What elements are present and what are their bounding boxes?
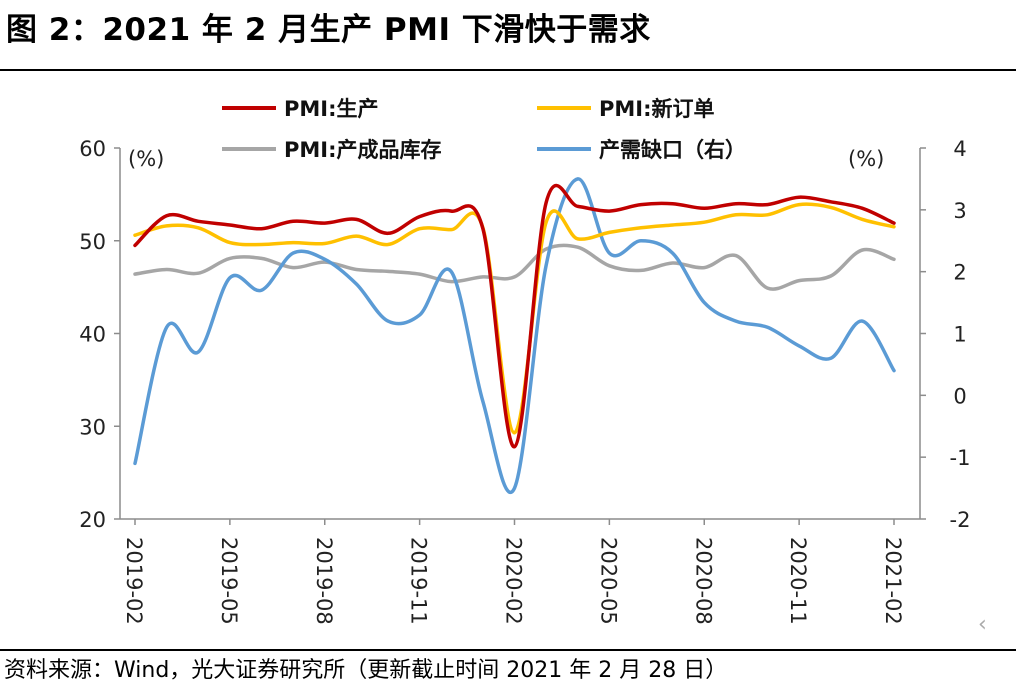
left-axis-tick-label: 30 (79, 415, 106, 439)
right-axis-tick-label: 1 (953, 323, 966, 347)
chevron-left-icon[interactable]: ‹ (978, 612, 987, 637)
bottom-rule (0, 649, 1016, 651)
x-axis-tick-label: 2019-11 (407, 537, 431, 625)
right-axis: -2 -1 0 1 2 3 4 (919, 137, 971, 532)
x-axis-tick-label: 2020-02 (502, 537, 526, 625)
top-rule (0, 69, 1016, 71)
legend-label-production: PMI:生产 (284, 97, 379, 121)
right-axis-tick-label: 2 (953, 261, 966, 285)
series-line-gap (133, 177, 896, 494)
x-axis-tick-label: 2020-08 (691, 537, 715, 625)
x-axis-tick-label: 2020-05 (596, 537, 620, 625)
right-axis-tick-label: 0 (953, 384, 966, 408)
right-axis-tick-label: -1 (950, 446, 971, 470)
legend-label-new-orders: PMI:新订单 (599, 97, 715, 121)
legend-label-inventory: PMI:产成品库存 (284, 138, 442, 162)
page-title: 图 2：2021 年 2 月生产 PMI 下滑快于需求 (6, 12, 651, 48)
left-axis-unit: (%) (128, 147, 164, 171)
series-line-inventory (133, 243, 896, 291)
x-axis-tick-label: 2019-02 (122, 537, 146, 625)
series-line-production (133, 183, 896, 449)
source-note: 资料来源：Wind，光大证券研究所（更新截止时间 2021 年 2 月 28 日… (4, 658, 728, 683)
left-axis-tick-label: 20 (79, 508, 106, 532)
left-axis: 20 30 40 50 60 (79, 137, 121, 532)
legend-label-gap: 产需缺口（右） (599, 138, 746, 162)
left-axis-tick-label: 50 (79, 230, 106, 254)
legend: PMI:生产 PMI:新订单 PMI:产成品库存 产需缺口（右） (222, 97, 746, 162)
left-axis-tick-label: 60 (79, 137, 106, 161)
x-axis-tick-label: 2019-05 (217, 537, 241, 625)
x-axis-tick-label: 2020-11 (786, 537, 810, 625)
right-axis-tick-label: -2 (950, 508, 971, 532)
chart: PMI:生产 PMI:新订单 PMI:产成品库存 产需缺口（右） (%) (%)… (79, 97, 971, 625)
series-line-new-orders (133, 202, 896, 435)
right-axis-tick-label: 4 (953, 137, 966, 161)
x-axis-tick-label: 2021-02 (881, 537, 905, 625)
left-axis-tick-label: 40 (79, 323, 106, 347)
x-axis-tick-label: 2019-08 (312, 537, 336, 625)
series-lines (133, 177, 896, 494)
right-axis-tick-label: 3 (953, 199, 966, 223)
x-axis: 2019-02 2019-05 2019-08 2019-11 2020-02 2020-… (120, 518, 920, 625)
right-axis-unit: (%) (848, 147, 884, 171)
